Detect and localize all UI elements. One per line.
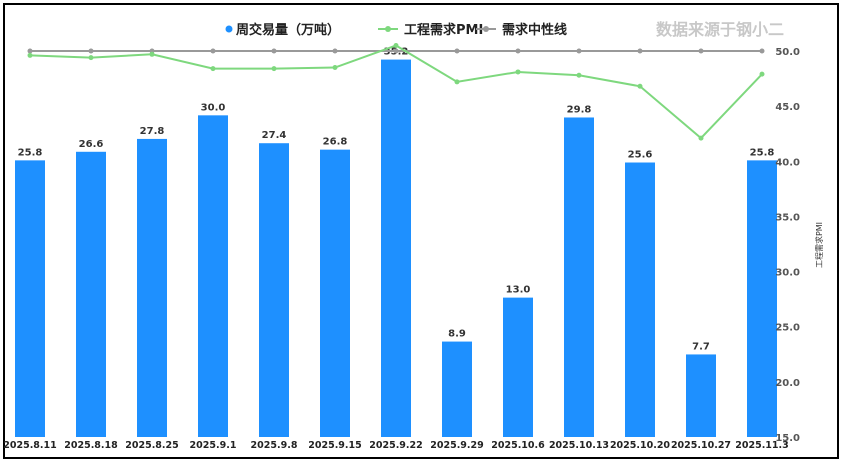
bar-label: 8.9	[448, 329, 466, 340]
bar-2025.9.22	[381, 59, 411, 437]
x-tick-label: 2025.9.1	[190, 440, 237, 451]
bar-label: 25.8	[750, 147, 775, 158]
point-neutral	[454, 48, 460, 54]
bar-2025.10.6	[503, 297, 533, 437]
point-pmi	[271, 66, 277, 72]
point-pmi	[88, 55, 94, 61]
bar-label: 30.0	[201, 102, 226, 113]
x-tick-label: 2025.9.15	[308, 440, 362, 451]
right-axis-title: 工程需求PMI	[814, 222, 824, 268]
bar-label: 27.8	[140, 126, 165, 137]
point-pmi	[27, 52, 33, 58]
point-pmi	[210, 66, 216, 72]
legend-marker-neutral	[483, 26, 489, 32]
point-pmi	[637, 83, 643, 89]
point-pmi	[149, 51, 155, 57]
x-tick-label: 2025.9.8	[251, 440, 298, 451]
x-tick-label: 2025.11.3	[735, 440, 789, 451]
bar-label: 27.4	[262, 130, 287, 141]
point-neutral	[515, 48, 521, 54]
point-pmi	[515, 69, 521, 75]
right-axis-tick: 30.0	[775, 268, 800, 279]
x-tick-label: 2025.8.18	[64, 440, 118, 451]
point-neutral	[88, 48, 94, 54]
x-tick-label: 2025.8.25	[125, 440, 179, 451]
bar-2025.9.29	[442, 341, 472, 437]
right-axis-tick: 40.0	[775, 157, 800, 168]
right-axis-tick: 15.0	[775, 433, 800, 444]
point-pmi	[759, 71, 765, 77]
bar-2025.10.13	[564, 117, 594, 437]
x-tick-label: 2025.9.29	[430, 440, 484, 451]
legend-label-volume: 周交易量（万吨）	[236, 22, 340, 38]
right-axis-tick: 35.0	[775, 212, 800, 223]
bar-2025.10.27	[686, 354, 716, 437]
bar-label: 7.7	[692, 341, 710, 352]
point-neutral	[27, 48, 33, 54]
legend-marker-pmi	[385, 26, 391, 32]
legend: 周交易量（万吨） 工程需求PMI 需求中性线	[225, 22, 567, 38]
bar-label: 13.0	[506, 285, 531, 296]
point-neutral	[271, 48, 277, 54]
data-source-note: 数据来源于钢小二	[656, 20, 784, 39]
right-axis-tick: 25.0	[775, 323, 800, 334]
bar-label: 29.8	[567, 104, 592, 115]
bar-label: 25.6	[628, 150, 653, 161]
point-pmi	[698, 135, 704, 141]
right-axis-tick: 45.0	[775, 102, 800, 113]
point-neutral	[332, 48, 338, 54]
point-pmi	[454, 79, 460, 85]
point-neutral	[637, 48, 643, 54]
point-neutral	[576, 48, 582, 54]
point-neutral	[393, 48, 399, 54]
x-tick-label: 2025.8.11	[3, 440, 57, 451]
bar-2025.9.1	[198, 115, 228, 437]
x-tick-label: 2025.10.6	[491, 440, 545, 451]
right-axis-tick: 50.0	[775, 47, 800, 58]
point-pmi	[393, 42, 399, 48]
bar-label: 25.8	[18, 147, 43, 158]
bar-2025.9.8	[259, 143, 289, 437]
legend-marker-volume	[225, 25, 233, 33]
x-tick-label: 2025.10.20	[610, 440, 670, 451]
point-neutral	[698, 48, 704, 54]
bar-2025.9.15	[320, 149, 350, 437]
x-tick-label: 2025.10.27	[671, 440, 731, 451]
x-tick-label: 2025.9.22	[369, 440, 423, 451]
bar-2025.8.11	[15, 160, 45, 437]
x-tick-label: 2025.10.13	[549, 440, 609, 451]
bar-label: 26.8	[323, 137, 348, 148]
legend-label-pmi: 工程需求PMI	[404, 22, 483, 38]
bar-2025.8.25	[137, 138, 167, 437]
bar-2025.11.3	[747, 160, 777, 437]
point-neutral	[210, 48, 216, 54]
legend-label-neutral: 需求中性线	[502, 22, 567, 38]
bar-2025.10.20	[625, 162, 655, 437]
point-pmi	[576, 72, 582, 78]
point-neutral	[759, 48, 765, 54]
bar-label: 26.6	[79, 139, 104, 150]
bar-2025.8.18	[76, 151, 106, 438]
right-axis-tick: 20.0	[775, 378, 800, 389]
point-pmi	[332, 65, 338, 71]
